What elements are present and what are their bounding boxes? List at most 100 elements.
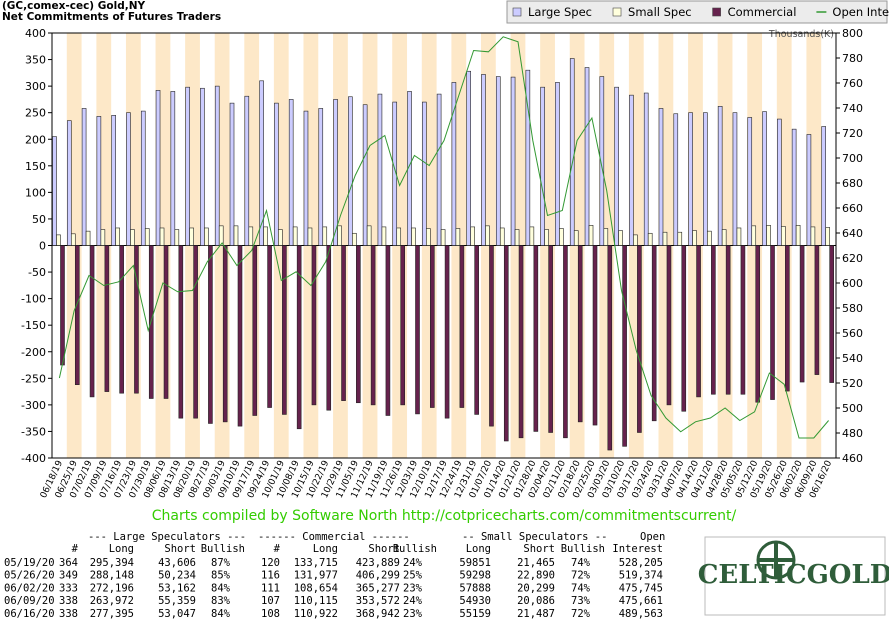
table-cell: 338 <box>59 595 78 607</box>
bar <box>662 231 668 246</box>
table-cell: 53,162 <box>158 582 196 594</box>
table-column-header: Short <box>164 543 196 555</box>
y2-tick-label: 660 <box>842 202 863 215</box>
bar <box>548 245 553 433</box>
table-cell: 43,606 <box>158 557 196 569</box>
bar <box>518 245 524 439</box>
bar <box>489 245 494 427</box>
y2-tick-label: 500 <box>842 402 863 415</box>
bar <box>263 226 268 246</box>
table-column-header: Interest <box>612 543 663 555</box>
bar <box>337 225 342 246</box>
bar <box>474 245 479 415</box>
bar <box>770 245 775 400</box>
table-cell: 05/26/20 <box>4 570 55 582</box>
table-column-header: Bullish <box>393 543 437 555</box>
table-column-header: Short <box>368 543 400 555</box>
bar <box>814 245 820 375</box>
legend-swatch <box>512 7 522 17</box>
table-cell: 489,563 <box>619 608 663 620</box>
bar <box>436 93 442 246</box>
bar <box>282 245 287 415</box>
table-column-header: Long <box>313 543 338 555</box>
table-group-header: -- Small Speculators -- <box>462 531 607 543</box>
table-cell: 263,972 <box>90 595 134 607</box>
bar <box>159 227 165 246</box>
bar <box>577 245 583 423</box>
legend-label: Small Spec <box>628 5 692 19</box>
table-cell: 55,359 <box>158 595 196 607</box>
bar <box>185 86 190 246</box>
bar <box>806 134 812 246</box>
bar <box>711 245 716 395</box>
table-cell: 59298 <box>459 570 491 582</box>
table-cell: 528,205 <box>619 557 663 569</box>
bar <box>244 95 250 246</box>
y-tick-label: 300 <box>25 80 46 93</box>
table-cell: 120 <box>261 557 280 569</box>
bar <box>193 245 198 419</box>
legend-label: Open Interest <box>832 5 889 19</box>
bar <box>415 245 420 415</box>
bar <box>362 104 368 246</box>
bar <box>52 136 57 246</box>
bar <box>717 106 723 246</box>
y-tick-label: -300 <box>21 399 46 412</box>
table-cell: 21,487 <box>517 608 555 620</box>
bar <box>274 102 279 246</box>
bar <box>622 245 627 447</box>
bar <box>170 91 176 246</box>
bar <box>451 82 457 246</box>
bar <box>130 229 135 246</box>
bar <box>385 245 391 416</box>
bar <box>303 110 309 246</box>
table-cell: 20,086 <box>517 595 555 607</box>
table-cell: 333 <box>59 582 78 594</box>
y-tick-label: -400 <box>21 452 46 465</box>
bar <box>607 245 613 451</box>
table-cell: 111 <box>261 582 280 594</box>
bar <box>341 245 346 401</box>
bar <box>163 245 169 399</box>
y2-axis-label: Thousands(K) <box>768 29 834 40</box>
bar <box>510 76 516 246</box>
bar <box>618 230 623 246</box>
bar <box>214 85 220 246</box>
bar <box>422 101 427 246</box>
legend-swatch <box>712 7 721 17</box>
bar <box>70 233 76 246</box>
bar <box>725 245 731 395</box>
table-group-header: ------ Commercial ------ <box>258 531 410 543</box>
bar <box>540 86 545 246</box>
bar <box>732 112 738 246</box>
bar <box>178 245 184 419</box>
y2-tick-label: 460 <box>842 452 863 465</box>
table-cell: 87% <box>211 557 231 569</box>
bar <box>785 245 790 392</box>
bar <box>810 226 816 246</box>
table-cell: 25% <box>403 570 423 582</box>
table-cell: 53,047 <box>158 608 196 620</box>
table-column-header: # <box>72 543 79 555</box>
y2-tick-label: 560 <box>842 327 863 340</box>
table-cell: 05/19/20 <box>4 557 55 569</box>
bar <box>721 229 727 246</box>
bar <box>777 118 782 246</box>
bar <box>544 229 549 246</box>
bar <box>366 225 372 246</box>
chart-title: (GC,comex-cec) Gold,NY <box>2 0 145 12</box>
bar <box>318 108 324 246</box>
bar <box>396 227 402 246</box>
bar <box>352 232 357 246</box>
bar <box>155 90 161 246</box>
bar <box>104 245 110 392</box>
bar <box>499 227 505 246</box>
table-cell: 277,395 <box>90 608 134 620</box>
bar <box>411 227 416 246</box>
y-tick-label: -100 <box>21 293 46 306</box>
y-tick-label: -250 <box>21 372 46 385</box>
table-cell: 06/09/20 <box>4 595 55 607</box>
chart-subtitle: Net Commitments of Futures Traders <box>2 11 221 23</box>
y2-tick-label: 640 <box>842 227 863 240</box>
bar <box>529 226 535 246</box>
